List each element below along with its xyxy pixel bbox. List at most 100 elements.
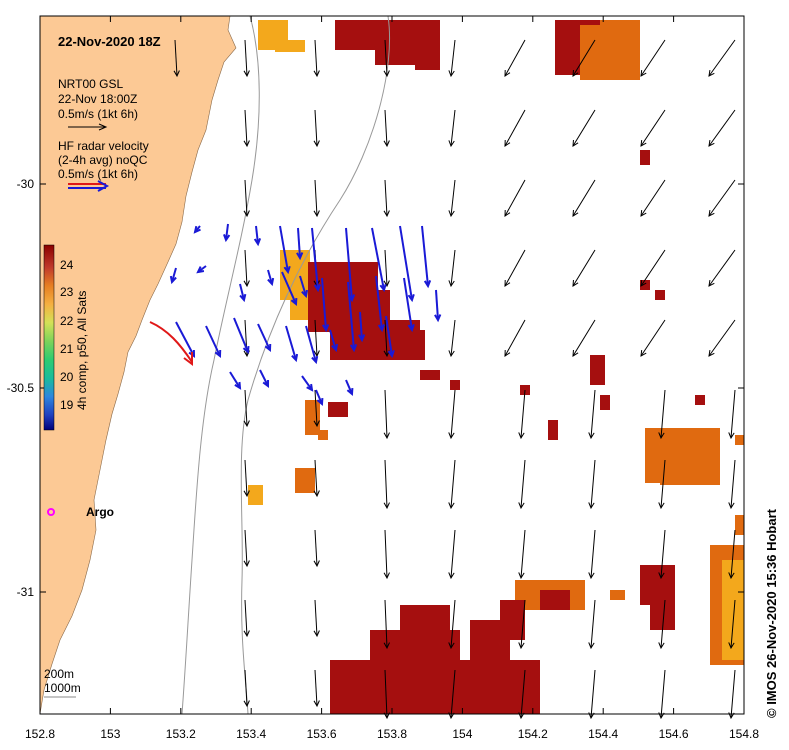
y-tick-label: -30: [17, 177, 35, 191]
radar-arrow: [279, 225, 291, 275]
model-arrow: [243, 669, 250, 708]
model-arrow: [243, 459, 250, 498]
model-arrow: [658, 459, 666, 510]
sst-cell: [450, 380, 460, 390]
sst-cell: [722, 560, 744, 660]
model-arrow: [728, 389, 736, 440]
sst-cell: [660, 445, 720, 485]
model-arrow: [243, 389, 250, 428]
land-polygon: [39, 15, 237, 715]
x-tick-label: 153.6: [307, 727, 337, 741]
model-arrow: [572, 109, 596, 147]
model-arrow: [640, 39, 666, 77]
x-tick-label: 154.4: [588, 727, 618, 741]
model-arrow: [518, 389, 526, 440]
sst-cell: [600, 20, 640, 50]
model-arrow: [383, 39, 390, 78]
model-arrow: [728, 459, 736, 510]
hf-radar-arrows: [169, 223, 442, 407]
model-arrow: [173, 39, 180, 78]
map-title: 22-Nov-2020 18Z: [58, 34, 161, 49]
radar-arrow: [285, 325, 299, 363]
x-tick-label: 154.8: [729, 727, 759, 741]
radar-arrow: [311, 227, 322, 293]
model-arrow: [658, 529, 666, 580]
colorbar-ramp: [43, 244, 55, 431]
legend: NRT00 GSL 22-Nov 18:00Z 0.5m/s (1kt 6h) …: [58, 77, 149, 192]
x-tick-label: 154.6: [659, 727, 689, 741]
model-arrow: [518, 529, 526, 580]
sst-cell: [305, 400, 320, 435]
radar-arrow: [345, 379, 354, 397]
model-arrow: [504, 109, 526, 147]
model-arrow: [658, 669, 666, 720]
radar-arrow: [403, 277, 415, 333]
model-arrow: [572, 179, 596, 217]
model-arrow: [313, 669, 320, 708]
radar-arrow: [296, 227, 304, 261]
x-tick-label: 154: [452, 727, 472, 741]
model-arrow: [448, 459, 456, 510]
colorbar-tick-21: 21: [60, 342, 74, 356]
sst-cell: [295, 468, 315, 493]
radar-arrow: [239, 283, 247, 303]
argo-icon: [47, 508, 55, 516]
model-arrow: [588, 599, 596, 650]
model-arrow: [504, 319, 526, 357]
model-arrow: [640, 249, 666, 287]
model-arrow: [708, 319, 736, 357]
model-arrow: [708, 179, 736, 217]
radar-arrow: [399, 225, 415, 303]
radar-arrow: [267, 269, 275, 287]
y-tick-label: -31: [17, 585, 35, 599]
radar-arrow: [223, 223, 231, 243]
legend-model-scale: 0.5m/s (1kt 6h): [58, 107, 138, 121]
legend-model-arrow: [68, 123, 108, 131]
isobath-label-200m: 200m: [44, 667, 74, 681]
sst-cell: [420, 370, 440, 380]
model-arrow: [658, 389, 666, 440]
sst-cell: [640, 150, 650, 165]
model-arrow: [640, 179, 666, 217]
drifter-track: [149, 321, 193, 366]
sst-cell: [695, 395, 705, 405]
sst-cell: [470, 620, 510, 660]
land-coast: [39, 15, 237, 715]
model-arrow: [383, 599, 390, 650]
model-arrow: [518, 459, 526, 510]
model-arrow: [383, 389, 390, 440]
x-tick-label: 153.4: [236, 727, 266, 741]
sst-cell: [735, 435, 744, 445]
imos-credit: © IMOS 26-Nov-2020 15:36 Hobart: [764, 508, 779, 718]
model-arrow: [448, 109, 456, 148]
radar-arrow: [259, 369, 270, 388]
model-arrow: [383, 179, 390, 218]
radar-arrow: [305, 325, 319, 365]
sst-cell: [275, 40, 305, 52]
legend-radar-scale: 0.5m/s (1kt 6h): [58, 167, 138, 181]
model-arrow: [243, 249, 250, 288]
model-arrow: [448, 179, 456, 218]
model-arrow: [243, 599, 250, 638]
colorbar-tick-24: 24: [60, 258, 74, 272]
model-arrow: [448, 39, 456, 78]
radar-arrow: [299, 275, 309, 299]
model-arrow: [504, 249, 526, 287]
model-arrow: [640, 319, 666, 357]
radar-arrow: [301, 375, 314, 392]
model-arrow: [728, 599, 736, 650]
sst-cell: [735, 515, 744, 535]
x-tick-label: 154.2: [518, 727, 548, 741]
sst-cell: [640, 565, 675, 605]
model-arrow: [640, 109, 666, 147]
model-arrow: [313, 389, 320, 428]
legend-radar-arrow: [68, 180, 110, 192]
legend-model-time: 22-Nov 18:00Z: [58, 92, 137, 106]
radar-arrow: [193, 225, 201, 234]
radar-arrow: [229, 371, 242, 390]
model-arrow: [313, 39, 320, 78]
radar-arrow: [233, 317, 250, 355]
model-arrow: [448, 319, 456, 358]
model-arrow: [728, 669, 736, 720]
model-arrow: [448, 249, 456, 288]
